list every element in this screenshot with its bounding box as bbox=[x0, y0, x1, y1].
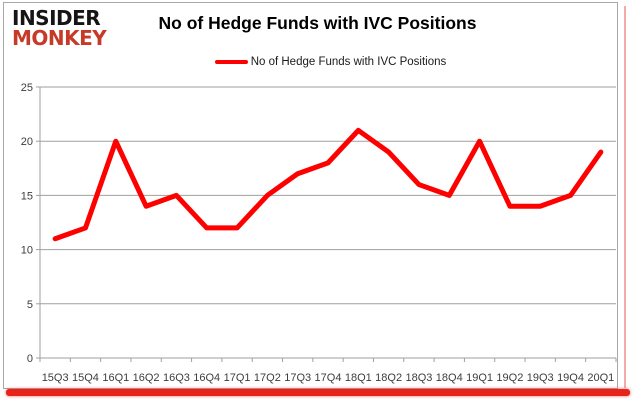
legend-label: No of Hedge Funds with IVC Positions bbox=[250, 56, 447, 68]
x-axis-tick-label: 18Q4 bbox=[436, 372, 463, 384]
chart-legend: No of Hedge Funds with IVC Positions bbox=[0, 56, 635, 68]
x-axis-tick-label: 15Q4 bbox=[72, 372, 99, 384]
x-axis-tick-label: 16Q1 bbox=[102, 372, 129, 384]
x-axis-tick-label: 17Q2 bbox=[254, 372, 281, 384]
insider-monkey-logo: INSIDER MONKEY bbox=[12, 6, 107, 50]
logo-line-monkey: MONKEY bbox=[12, 26, 107, 50]
x-axis-tick-label: 16Q2 bbox=[133, 372, 160, 384]
card-shadow-bottom bbox=[6, 389, 630, 396]
x-axis-tick-label: 19Q1 bbox=[466, 372, 493, 384]
logo-line-insider: INSIDER bbox=[12, 6, 101, 30]
x-axis-tick-label: 18Q2 bbox=[375, 372, 402, 384]
x-axis-tick-label: 19Q2 bbox=[496, 372, 523, 384]
y-axis-tick-label: 10 bbox=[21, 245, 33, 257]
legend-line-swatch bbox=[214, 59, 248, 65]
card-shadow-right bbox=[624, 6, 626, 388]
y-axis-tick-label: 5 bbox=[27, 299, 33, 311]
y-axis-tick-label: 15 bbox=[21, 190, 33, 202]
x-axis-tick-label: 19Q3 bbox=[527, 372, 554, 384]
x-axis-tick-label: 17Q1 bbox=[224, 372, 251, 384]
y-axis-tick-label: 0 bbox=[27, 353, 33, 365]
x-axis-tick-label: 18Q1 bbox=[345, 372, 372, 384]
x-axis-tick-label: 16Q4 bbox=[193, 372, 220, 384]
series-line-hedge-fund-positions bbox=[52, 127, 604, 242]
x-axis-tick-label: 20Q1 bbox=[587, 372, 614, 384]
x-axis-tick-label: 16Q3 bbox=[163, 372, 190, 384]
x-axis-tick-label: 18Q3 bbox=[405, 372, 432, 384]
y-axis-tick-label: 25 bbox=[21, 82, 33, 94]
chart-title: No of Hedge Funds with IVC Positions bbox=[158, 13, 477, 33]
x-axis-tick-label: 17Q4 bbox=[315, 372, 342, 384]
x-axis-tick-label: 15Q3 bbox=[42, 372, 69, 384]
x-axis-tick-label: 17Q3 bbox=[284, 372, 311, 384]
x-axis-tick-label: 19Q4 bbox=[557, 372, 584, 384]
y-axis-tick-label: 20 bbox=[21, 136, 33, 148]
